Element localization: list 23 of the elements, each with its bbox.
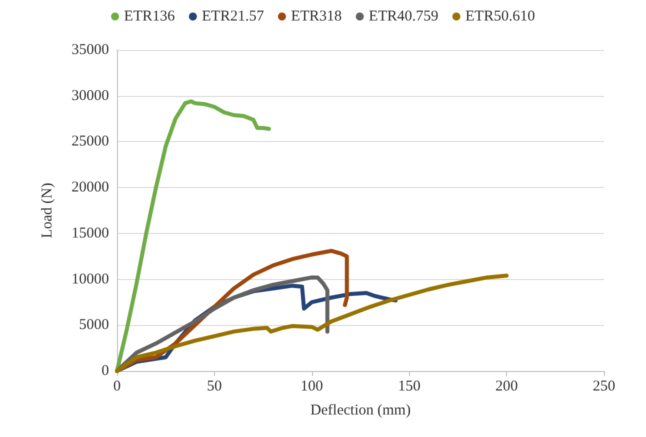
x-axis-title: Deflection (mm) xyxy=(310,402,411,418)
line-series xyxy=(115,99,271,373)
y-axis-title: Load (N) xyxy=(40,182,56,238)
y-tick-label: 0 xyxy=(102,363,109,379)
y-tick-label: 35000 xyxy=(72,42,109,58)
x-tick-label: 100 xyxy=(300,378,324,394)
y-tick-label: 25000 xyxy=(72,134,109,150)
legend-label: ETR136 xyxy=(124,8,176,24)
legend-label: ETR318 xyxy=(290,8,342,24)
x-tick-label: 150 xyxy=(398,378,420,394)
y-tick-label: 15000 xyxy=(72,225,109,242)
x-tick-label: 0 xyxy=(113,378,121,394)
y-tick-label: 20000 xyxy=(72,180,109,196)
legend-label: ETR40.759 xyxy=(368,8,438,24)
line-series xyxy=(115,274,509,373)
x-tick-label: 200 xyxy=(495,378,518,394)
legend-label: ETR21.57 xyxy=(202,8,264,24)
y-tick-label: 10000 xyxy=(72,271,109,288)
x-tick-label: 50 xyxy=(206,378,222,394)
y-tick-label: 5000 xyxy=(79,317,109,334)
x-tick-label: 250 xyxy=(592,378,616,394)
y-tick-label: 30000 xyxy=(72,88,109,104)
legend-label: ETR50.610 xyxy=(465,8,535,24)
